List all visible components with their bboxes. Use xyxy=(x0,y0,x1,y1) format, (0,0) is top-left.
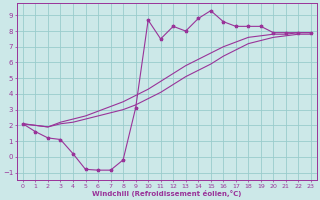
X-axis label: Windchill (Refroidissement éolien,°C): Windchill (Refroidissement éolien,°C) xyxy=(92,190,242,197)
